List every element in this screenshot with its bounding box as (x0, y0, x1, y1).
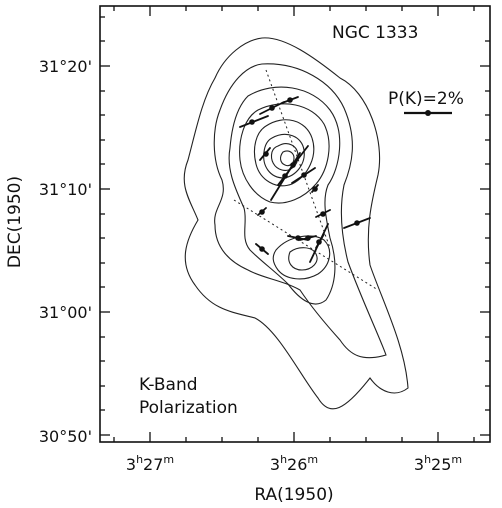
plot-frame (99, 5, 491, 443)
axis-ticks (100, 6, 490, 442)
contour-level-4 (239, 103, 330, 204)
x-tick-label: 3h27m (126, 453, 174, 474)
vector-centers (249, 97, 360, 252)
polarization-scale-bar (404, 110, 452, 116)
vector-center (249, 119, 255, 125)
vector-center (316, 239, 322, 245)
y-tick-label: 31°10' (39, 180, 92, 199)
x-axis-label: RA(1950) (254, 485, 333, 505)
y-tick-label: 31°00' (39, 303, 92, 322)
vector-center (354, 220, 360, 226)
vector-center (269, 105, 275, 111)
dashed-line-east-west (233, 199, 379, 291)
vector-center (259, 209, 265, 215)
vector-center (287, 97, 293, 103)
contour-level-1 (183, 37, 409, 410)
vector-center (305, 235, 311, 241)
y-tick-label: 31°20' (39, 57, 92, 76)
vector-center (259, 246, 265, 252)
object-name: NGC 1333 (332, 23, 418, 43)
panel-title-line-1: K-Band (139, 375, 198, 395)
vector-center (312, 186, 318, 192)
vector-center (295, 235, 301, 241)
vector-center (320, 211, 326, 217)
contour-level-2 (213, 63, 387, 359)
contour-south-lobe-2 (288, 247, 318, 271)
panel-title-line-2: Polarization (139, 398, 238, 418)
vector-center (263, 151, 269, 157)
y-tick-label: 30°50' (39, 427, 92, 446)
contour-south-lobe-1 (272, 235, 331, 280)
x-tick-label: 3h26m (270, 453, 318, 474)
x-tick-label: 3h25m (414, 453, 462, 474)
dashed-axis-lines (233, 69, 379, 291)
y-axis-label: DEC(1950) (5, 176, 25, 268)
contour-level-5 (253, 119, 315, 187)
vector-center (301, 172, 307, 178)
contour-level-7 (270, 143, 299, 171)
contour-level-3 (228, 86, 341, 305)
vector-center (290, 162, 296, 168)
intensity-contours (183, 37, 409, 410)
scale-bar-label: P(K)=2% (388, 89, 464, 109)
dashed-line-north-south (265, 69, 331, 249)
vector-center (282, 173, 288, 179)
